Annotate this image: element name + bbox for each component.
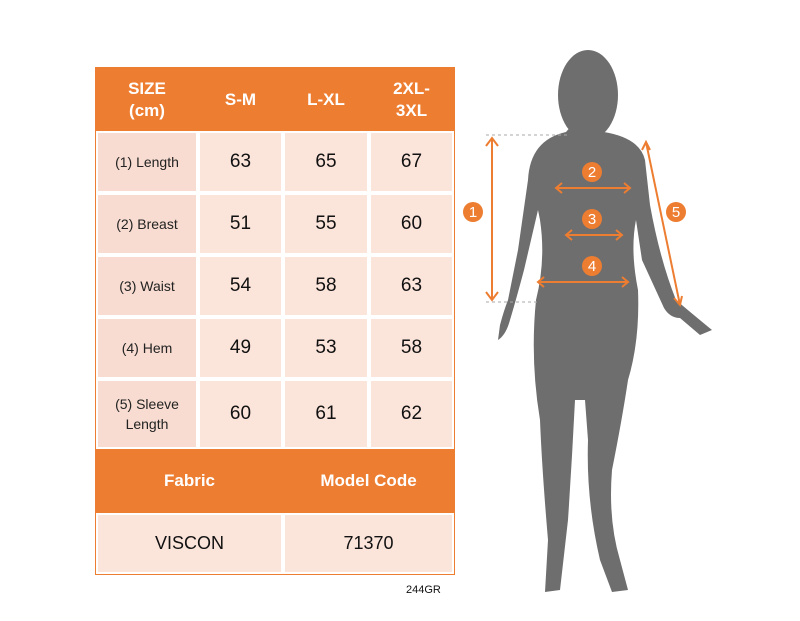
header-2xl-3xl: 2XL- 3XL xyxy=(369,68,454,131)
header-l-xl: L-XL xyxy=(283,68,369,131)
table-row: (5) Sleeve Length 60 61 62 xyxy=(96,379,454,449)
product-code: 244GR xyxy=(406,584,441,596)
marker-2: 2 xyxy=(588,164,596,181)
table-row: (4) Hem 49 53 58 xyxy=(96,317,454,379)
model-code-value: 71370 xyxy=(283,513,454,574)
row-value: 49 xyxy=(198,317,283,379)
marker-3: 3 xyxy=(588,211,596,228)
row-value: 53 xyxy=(283,317,369,379)
row-value: 62 xyxy=(369,379,454,449)
row-label: (4) Hem xyxy=(96,317,198,379)
row-value: 51 xyxy=(198,193,283,255)
row-value: 65 xyxy=(283,131,369,193)
row-value: 55 xyxy=(283,193,369,255)
marker-5: 5 xyxy=(672,204,680,221)
row-label: (5) Sleeve Length xyxy=(96,379,198,449)
row-value: 63 xyxy=(369,255,454,317)
row-value: 60 xyxy=(198,379,283,449)
row-value: 58 xyxy=(283,255,369,317)
body-silhouette-figure: 1 2 3 4 5 xyxy=(463,50,712,592)
table-row: (3) Waist 54 58 63 xyxy=(96,255,454,317)
measure-markers: 1 2 3 4 5 xyxy=(463,162,686,276)
row-value: 63 xyxy=(198,131,283,193)
header-size: SIZE (cm) xyxy=(96,68,198,131)
row-label: (3) Waist xyxy=(96,255,198,317)
row-value: 58 xyxy=(369,317,454,379)
table-row: (1) Length 63 65 67 xyxy=(96,131,454,193)
silhouette xyxy=(498,50,712,592)
model-code-header: Model Code xyxy=(283,449,454,513)
table-row: (2) Breast 51 55 60 xyxy=(96,193,454,255)
marker-4: 4 xyxy=(588,258,596,275)
row-value: 61 xyxy=(283,379,369,449)
row-label: (2) Breast xyxy=(96,193,198,255)
marker-1: 1 xyxy=(469,204,477,221)
measure-lines xyxy=(485,134,683,308)
row-label: (1) Length xyxy=(96,131,198,193)
row-value: 60 xyxy=(369,193,454,255)
header-s-m: S-M xyxy=(198,68,283,131)
fabric-value: VISCON xyxy=(96,513,283,574)
size-chart-table: SIZE (cm) S-M L-XL 2XL- 3XL (1) Length 63… xyxy=(95,67,455,575)
fabric-header: Fabric xyxy=(96,449,283,513)
row-value: 67 xyxy=(369,131,454,193)
row-value: 54 xyxy=(198,255,283,317)
